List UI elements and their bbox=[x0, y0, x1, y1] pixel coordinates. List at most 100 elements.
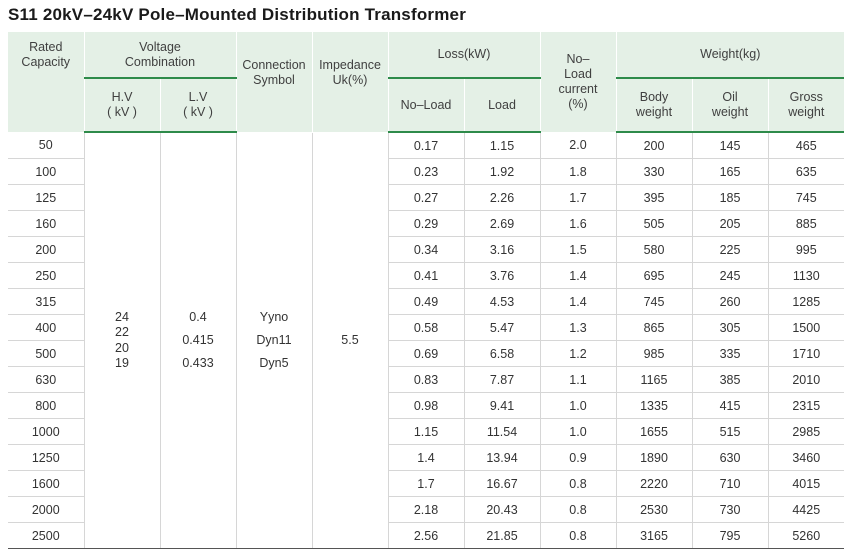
header-line: Capacity bbox=[21, 55, 71, 69]
cell-gross-weight: 1500 bbox=[768, 314, 845, 341]
cell-rated-capacity: 800 bbox=[8, 392, 85, 419]
merged-value: 22 bbox=[115, 325, 129, 339]
table-row: 2500 2.56 21.85 0.8 3165 795 5260 bbox=[8, 522, 845, 549]
cell-no-load-loss: 0.41 bbox=[388, 262, 465, 289]
cell-oil-weight: 385 bbox=[692, 366, 769, 393]
header-body-weight: Body weight bbox=[616, 78, 693, 133]
cell-no-load-current: 0.8 bbox=[540, 470, 617, 497]
header-impedance: Impedance Uk(%) bbox=[312, 32, 389, 133]
cell-oil-weight: 245 bbox=[692, 262, 769, 289]
cell-rated-capacity: 160 bbox=[8, 210, 85, 237]
table-row: 50 24 22 20 19 0.4 0.415 0.433 Yyno Dyn11 Dyn5 5.5 0… bbox=[8, 132, 845, 549]
cell-rated-capacity: 1000 bbox=[8, 418, 85, 445]
cell-oil-weight: 515 bbox=[692, 418, 769, 445]
cell-load-loss: 7.87 bbox=[464, 366, 541, 393]
header-rated-capacity: Rated Capacity bbox=[8, 32, 85, 133]
cell-gross-weight: 4015 bbox=[768, 470, 845, 497]
cell-no-load-loss: 0.58 bbox=[388, 314, 465, 341]
cell-body-weight: 2220 bbox=[616, 470, 693, 497]
table-row: 630 0.83 7.87 1.1 1165 385 2010 bbox=[8, 366, 845, 393]
cell-connection-symbol-stack: Yyno Dyn11 Dyn5 bbox=[237, 306, 312, 375]
cell-body-weight: 505 bbox=[616, 210, 693, 237]
table-row: 125 0.27 2.26 1.7 395 185 745 bbox=[8, 184, 845, 211]
header-line: ( kV ) bbox=[183, 105, 213, 119]
header-gross-weight: Gross weight bbox=[768, 78, 845, 133]
table-header: Rated Capacity Voltage Combination Conne… bbox=[8, 32, 845, 133]
cell-rated-capacity: 250 bbox=[8, 262, 85, 289]
header-line: Impedance bbox=[319, 58, 381, 72]
header-line: L.V bbox=[188, 90, 208, 104]
header-line: Combination bbox=[124, 54, 196, 69]
header-line: Body bbox=[639, 90, 669, 104]
header-line: Uk(%) bbox=[332, 73, 368, 87]
cell-load-loss: 6.58 bbox=[464, 340, 541, 367]
merged-value: Dyn11 bbox=[256, 332, 292, 347]
cell-gross-weight: 1130 bbox=[768, 262, 845, 289]
cell-load-loss: 1.92 bbox=[464, 158, 541, 185]
cell-no-load-current: 1.4 bbox=[540, 262, 617, 289]
header-line: No– bbox=[566, 51, 590, 66]
cell-body-weight: 1165 bbox=[616, 366, 693, 393]
cell-oil-weight: 795 bbox=[692, 522, 769, 549]
table-body: 50 24 22 20 19 0.4 0.415 0.433 Yyno Dyn11 Dyn5 5.5 0… bbox=[8, 132, 845, 549]
cell-rated-capacity: 1250 bbox=[8, 444, 85, 471]
table-row: 400 0.58 5.47 1.3 865 305 1500 bbox=[8, 314, 845, 341]
cell-gross-weight: 2985 bbox=[768, 418, 845, 445]
merged-value: Dyn5 bbox=[259, 355, 289, 370]
cell-hv: 24 22 20 19 bbox=[84, 132, 161, 549]
merged-value: 0.433 bbox=[182, 356, 214, 370]
cell-no-load-loss: 0.23 bbox=[388, 158, 465, 185]
cell-no-load-current: 1.0 bbox=[540, 418, 617, 445]
merged-value: 0.4 bbox=[189, 310, 207, 324]
cell-rated-capacity: 1600 bbox=[8, 470, 85, 497]
cell-load-loss: 20.43 bbox=[464, 496, 541, 523]
header-line: H.V bbox=[111, 90, 133, 104]
cell-impedance: 5.5 bbox=[312, 132, 389, 549]
table-row: 500 0.69 6.58 1.2 985 335 1710 bbox=[8, 340, 845, 367]
cell-body-weight: 1655 bbox=[616, 418, 693, 445]
cell-no-load-loss: 0.27 bbox=[388, 184, 465, 211]
cell-no-load-current: 1.0 bbox=[540, 392, 617, 419]
cell-rated-capacity: 2000 bbox=[8, 496, 85, 523]
merged-value: 24 bbox=[115, 309, 129, 324]
cell-no-load-current: 1.5 bbox=[540, 236, 617, 263]
cell-no-load-current: 0.9 bbox=[540, 444, 617, 471]
header-line: Oil bbox=[722, 90, 738, 104]
cell-connection-symbol: Yyno Dyn11 Dyn5 bbox=[236, 132, 313, 549]
header-no-load-current: No– Load current (%) bbox=[540, 32, 617, 133]
cell-oil-weight: 415 bbox=[692, 392, 769, 419]
header-connection-symbol: Connection Symbol bbox=[236, 32, 313, 133]
cell-gross-weight: 4425 bbox=[768, 496, 845, 523]
cell-lv-stack: 0.4 0.415 0.433 bbox=[161, 306, 236, 375]
table-row: 1600 1.7 16.67 0.8 2220 710 4015 bbox=[8, 470, 845, 497]
cell-gross-weight: 885 bbox=[768, 210, 845, 237]
header-line: Symbol bbox=[253, 73, 295, 87]
cell-oil-weight: 145 bbox=[692, 132, 769, 159]
cell-no-load-loss: 0.49 bbox=[388, 288, 465, 315]
cell-rated-capacity: 315 bbox=[8, 288, 85, 315]
cell-gross-weight: 2315 bbox=[768, 392, 845, 419]
cell-body-weight: 1335 bbox=[616, 392, 693, 419]
header-line: Connection bbox=[242, 58, 306, 72]
cell-load-loss: 3.16 bbox=[464, 236, 541, 263]
cell-no-load-current: 0.8 bbox=[540, 496, 617, 523]
cell-gross-weight: 1710 bbox=[768, 340, 845, 367]
cell-no-load-current: 1.4 bbox=[540, 288, 617, 315]
table-row: 100 0.23 1.92 1.8 330 165 635 bbox=[8, 158, 845, 185]
cell-no-load-loss: 0.29 bbox=[388, 210, 465, 237]
table-row: 1250 1.4 13.94 0.9 1890 630 3460 bbox=[8, 444, 845, 471]
cell-gross-weight: 995 bbox=[768, 236, 845, 263]
cell-no-load-current: 1.3 bbox=[540, 314, 617, 341]
cell-body-weight: 695 bbox=[616, 262, 693, 289]
cell-rated-capacity: 2500 bbox=[8, 522, 85, 549]
cell-hv-stack: 24 22 20 19 bbox=[85, 310, 160, 372]
cell-load-loss: 3.76 bbox=[464, 262, 541, 289]
cell-load-loss: 21.85 bbox=[464, 522, 541, 549]
cell-body-weight: 200 bbox=[616, 132, 693, 159]
cell-no-load-loss: 2.18 bbox=[388, 496, 465, 523]
cell-oil-weight: 730 bbox=[692, 496, 769, 523]
cell-oil-weight: 260 bbox=[692, 288, 769, 315]
cell-gross-weight: 635 bbox=[768, 158, 845, 185]
cell-oil-weight: 710 bbox=[692, 470, 769, 497]
cell-gross-weight: 465 bbox=[768, 132, 845, 159]
